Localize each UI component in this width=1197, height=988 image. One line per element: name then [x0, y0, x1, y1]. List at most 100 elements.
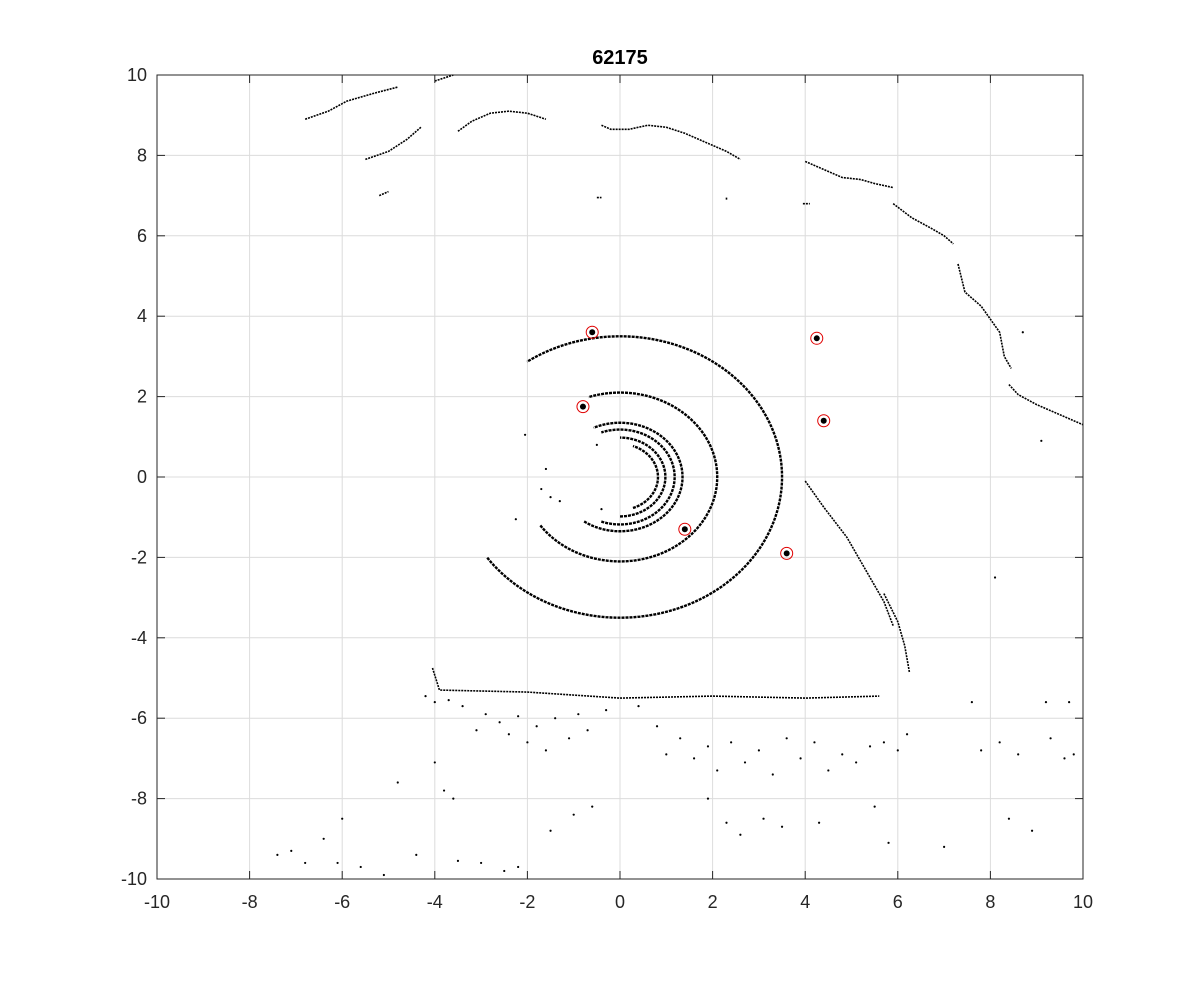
x-tick-label: -2	[519, 892, 535, 912]
detection-marker	[817, 414, 831, 428]
data-point	[540, 487, 543, 491]
scan-ring	[539, 391, 719, 563]
data-point	[780, 825, 784, 828]
scan-ring	[486, 335, 784, 619]
point-cloud-segment	[804, 480, 894, 627]
data-point	[799, 757, 802, 760]
data-point	[605, 709, 608, 712]
point-cloud-segment	[304, 86, 398, 120]
data-point	[1068, 701, 1071, 704]
point-cloud-segment	[892, 203, 954, 245]
data-point	[526, 741, 529, 744]
point-cloud-segment	[1008, 383, 1084, 426]
x-tick-label: 10	[1073, 892, 1093, 912]
x-tick-label: 6	[893, 892, 903, 912]
data-point	[572, 813, 575, 816]
data-point	[743, 761, 747, 764]
data-point	[577, 713, 580, 716]
data-point	[706, 745, 710, 748]
point-cloud-segment	[378, 190, 389, 197]
point-cloud-segment	[883, 593, 911, 673]
data-point	[1040, 439, 1043, 442]
data-point	[1049, 737, 1052, 740]
data-point	[507, 733, 510, 736]
detection-point	[820, 417, 827, 424]
data-point	[447, 699, 450, 702]
data-point	[1072, 753, 1075, 756]
axes: -10 -8 -6 -4 -2 0 2 4 6 8 10 -10 -8 -6 -4 -2 0 2 4 6 8 10	[121, 65, 1093, 912]
y-tick-label: -6	[131, 708, 147, 728]
data-point	[730, 741, 733, 744]
data-point	[1030, 829, 1034, 832]
scan-ring	[583, 421, 684, 533]
data-point	[905, 733, 909, 736]
data-point	[514, 518, 517, 521]
data-point	[665, 753, 668, 756]
data-point	[1021, 331, 1024, 334]
y-tick-label: -4	[131, 628, 147, 648]
plot-area	[276, 74, 1084, 877]
detection-point	[813, 335, 820, 342]
data-point	[452, 797, 455, 800]
data-point	[813, 741, 816, 744]
data-point	[336, 861, 339, 865]
data-point	[1063, 757, 1066, 760]
y-tick-label: 0	[137, 467, 147, 487]
detection-marker	[810, 331, 824, 345]
data-point	[998, 741, 1001, 744]
y-tick-label: -2	[131, 547, 147, 567]
data-point	[882, 741, 886, 744]
data-point	[600, 508, 603, 511]
data-point	[1007, 817, 1011, 820]
data-point	[887, 841, 890, 844]
data-point	[341, 817, 344, 820]
data-point	[855, 761, 858, 764]
data-point	[480, 861, 483, 865]
data-point	[873, 805, 876, 808]
point-cloud-segment	[804, 160, 894, 189]
point-cloud-segment	[434, 74, 454, 82]
y-tick-label: 8	[137, 145, 147, 165]
data-point	[396, 781, 399, 784]
y-tick-label: 4	[137, 306, 147, 326]
detection-point	[579, 403, 586, 410]
data-point	[424, 694, 427, 698]
data-point	[549, 829, 552, 832]
x-tick-label: 8	[985, 892, 995, 912]
data-point	[304, 861, 307, 865]
data-point	[359, 865, 362, 869]
data-point	[558, 500, 561, 503]
point-cloud-segment	[365, 126, 422, 161]
y-tick-label: 10	[127, 65, 147, 85]
data-point	[980, 749, 983, 752]
y-tick-label: 2	[137, 387, 147, 407]
data-point	[415, 853, 418, 856]
data-point	[503, 869, 506, 873]
data-point	[523, 433, 527, 436]
x-tick-label: -10	[144, 892, 170, 912]
data-point	[517, 715, 520, 718]
data-point	[841, 753, 844, 756]
data-point	[544, 749, 548, 752]
data-point	[475, 729, 478, 732]
data-point	[868, 745, 872, 748]
scan-ring	[600, 428, 676, 526]
data-point	[461, 705, 464, 708]
x-tick-label: -4	[427, 892, 443, 912]
x-tick-label: 0	[615, 892, 625, 912]
detection-point	[681, 526, 688, 533]
data-point	[276, 853, 279, 856]
data-point	[757, 749, 761, 752]
data-point	[655, 725, 659, 728]
data-point	[567, 737, 571, 740]
data-point	[322, 837, 325, 840]
scan-ring	[619, 436, 667, 518]
data-point	[586, 729, 589, 732]
data-point	[637, 705, 640, 708]
detection-markers	[576, 325, 831, 560]
data-point	[290, 849, 293, 852]
data-point	[544, 467, 548, 471]
data-point	[706, 797, 710, 800]
